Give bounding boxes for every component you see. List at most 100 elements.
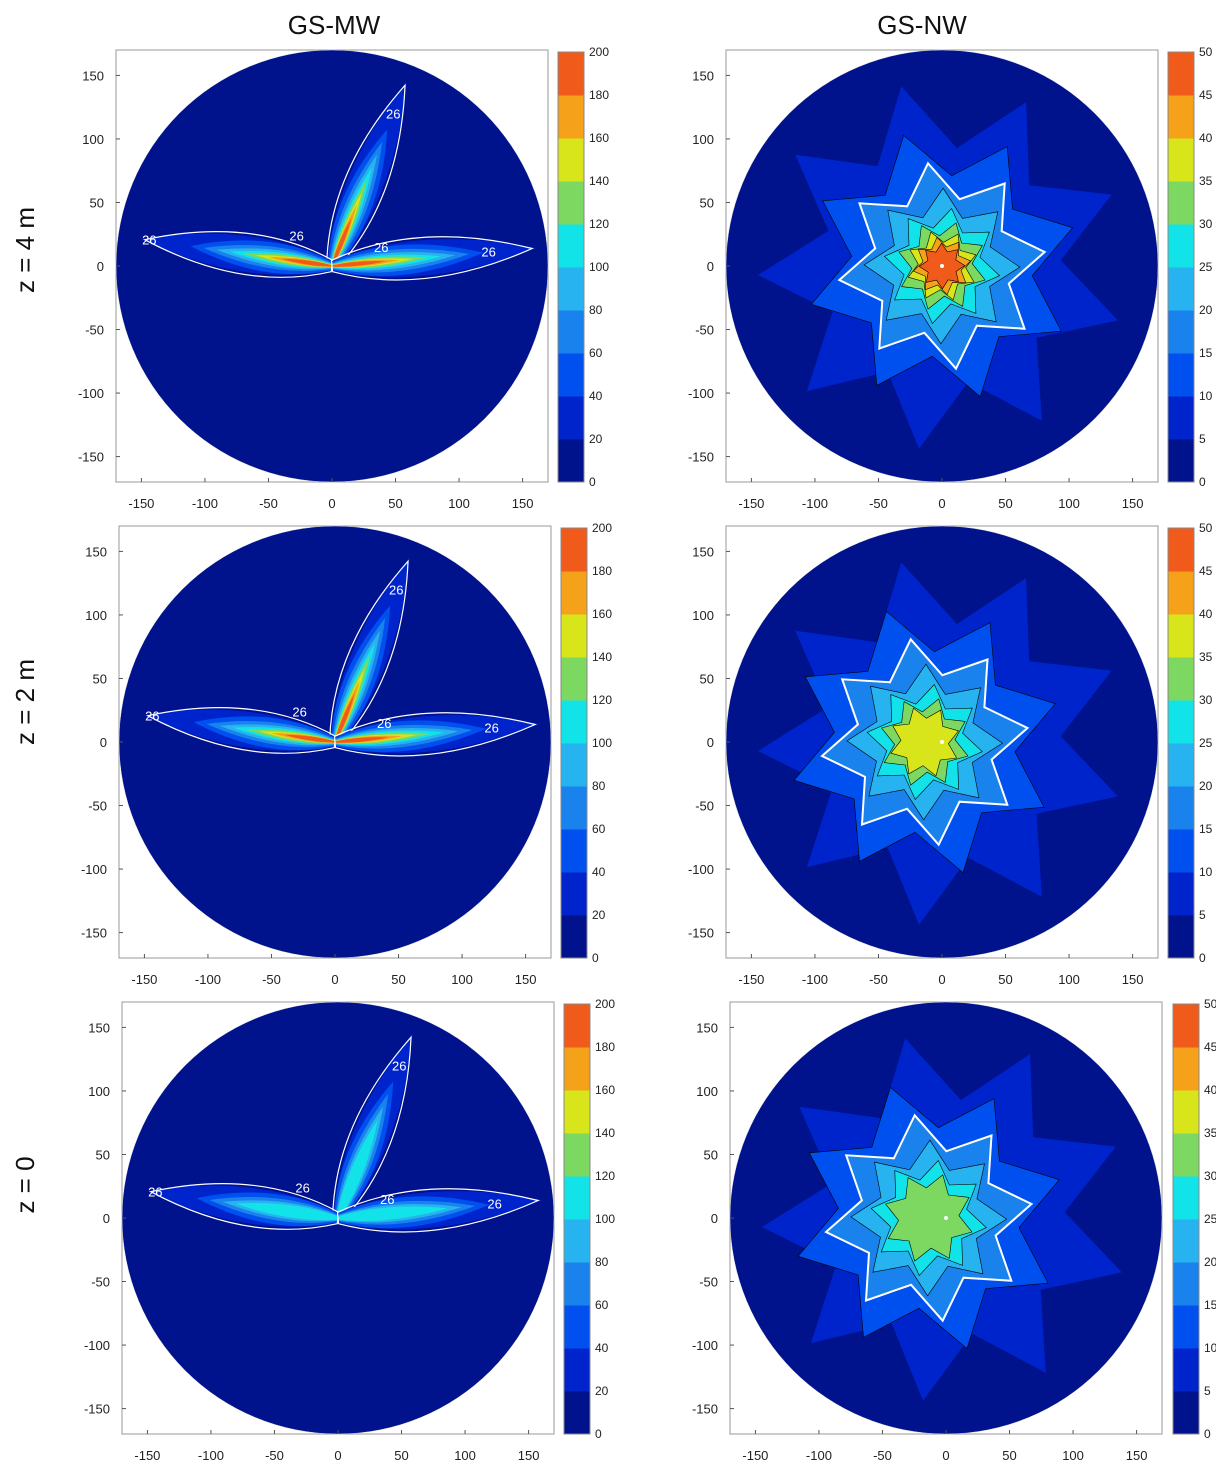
y-tick-label: -50 xyxy=(699,1275,718,1290)
column-title-gs-nw: GS-NW xyxy=(877,10,967,40)
colorbar-tick-label: 40 xyxy=(1199,131,1213,145)
colorbar-tick-label: 40 xyxy=(1199,607,1213,621)
panel-4: -150 -100 -50 0 50 100 150150100500-50-100-150… xyxy=(688,521,1213,987)
x-tick-label: 0 xyxy=(331,972,338,987)
colorbar-tick-label: 120 xyxy=(595,1169,615,1183)
contour-label-3: 26 xyxy=(481,244,495,259)
colorbar-tick-label: 140 xyxy=(592,650,612,664)
colorbar-segment xyxy=(1168,310,1194,354)
panel-6: -150 -100 -50 0 50 100 150150100500-50-100-150… xyxy=(692,997,1216,1462)
colorbar-tick-label: 0 xyxy=(1199,951,1206,965)
colorbar-segment xyxy=(1168,829,1194,873)
x-tick-label: 50 xyxy=(998,496,1012,511)
colorbar-tick-label: 120 xyxy=(592,693,612,707)
colorbar-segment xyxy=(561,829,587,873)
contour-label-1: 26 xyxy=(389,582,403,597)
colorbar-segment xyxy=(558,353,584,397)
colorbar-segment xyxy=(561,614,587,658)
y-tick-label: 150 xyxy=(85,544,107,559)
colorbar-tick-label: 30 xyxy=(1199,217,1213,231)
y-tick-label: 50 xyxy=(90,195,104,210)
colorbar-segment xyxy=(1173,1219,1199,1263)
row-label-z2: z = 2 m xyxy=(10,659,40,745)
x-tick-label: 100 xyxy=(1058,496,1080,511)
x-tick-label: -50 xyxy=(873,1448,892,1462)
x-tick-label: 50 xyxy=(1002,1448,1016,1462)
colorbar-segment xyxy=(1168,224,1194,268)
contour-label-1: 26 xyxy=(386,106,400,121)
plume-arm-3-level-9 xyxy=(331,261,386,267)
colorbar-tick-label: 20 xyxy=(595,1384,609,1398)
contour-label-3: 26 xyxy=(484,720,498,735)
colorbar-tick-label: 15 xyxy=(1199,822,1213,836)
contour-label-3: 26 xyxy=(487,1196,501,1211)
x-tick-label: -100 xyxy=(802,972,828,987)
x-tick-label: -100 xyxy=(195,972,221,987)
x-tick-label: -100 xyxy=(806,1448,832,1462)
y-tick-label: 100 xyxy=(85,608,107,623)
colorbar-segment xyxy=(1173,1391,1199,1435)
column-title-gs-mw: GS-MW xyxy=(288,10,381,40)
x-tick-label: 150 xyxy=(518,1448,540,1462)
plume-arm-1-level-5 xyxy=(336,1119,378,1219)
colorbar-segment xyxy=(561,528,587,572)
y-tick-label: -50 xyxy=(91,1275,110,1290)
colorbar-segment xyxy=(1168,52,1194,96)
y-tick-label: -100 xyxy=(78,386,104,401)
colorbar-segment xyxy=(1168,439,1194,483)
colorbar-segment xyxy=(564,1047,590,1091)
colorbar-segment xyxy=(564,1176,590,1220)
colorbar-tick-label: 180 xyxy=(589,88,609,102)
contour-26-arm-1 xyxy=(326,83,406,269)
colorbar-segment xyxy=(1168,614,1194,658)
y-tick-label: -100 xyxy=(84,1338,110,1353)
colorbar-segment xyxy=(558,310,584,354)
x-tick-label: 100 xyxy=(451,972,473,987)
region-level-6 xyxy=(885,1174,973,1262)
x-tick-label: -50 xyxy=(262,972,281,987)
colorbar-tick-label: 20 xyxy=(1199,303,1213,317)
colorbar-tick-label: 35 xyxy=(1199,174,1213,188)
contour-label-4: 26 xyxy=(377,716,391,731)
colorbar-1: 0 20 40 60 80 100 120 140 160 180 200 xyxy=(557,45,609,489)
colorbar-segment xyxy=(1168,181,1194,225)
colorbar-segment xyxy=(1168,700,1194,744)
x-tick-label: 150 xyxy=(1122,496,1144,511)
colorbar-segment xyxy=(1168,872,1194,916)
x-tick-label: 50 xyxy=(391,972,405,987)
colorbar-tick-label: 40 xyxy=(589,389,603,403)
colorbar-tick-label: 0 xyxy=(589,475,596,489)
colorbar-tick-label: 60 xyxy=(589,346,603,360)
colorbar-tick-label: 15 xyxy=(1204,1298,1216,1312)
x-tick-label: 100 xyxy=(454,1448,476,1462)
colorbar-3: 0 20 40 60 80 100 120 140 160 180 200 xyxy=(560,521,612,965)
colorbar-segment xyxy=(561,872,587,916)
colorbar-tick-label: 160 xyxy=(592,607,612,621)
y-tick-label: 0 xyxy=(103,1211,110,1226)
plume-arm-3-level-5 xyxy=(337,1206,448,1222)
x-tick-label: -50 xyxy=(265,1448,284,1462)
x-tick-label: -150 xyxy=(738,496,764,511)
colorbar-tick-label: 15 xyxy=(1199,346,1213,360)
y-tick-label: 0 xyxy=(707,735,714,750)
colorbar-tick-label: 20 xyxy=(1204,1255,1216,1269)
colorbar-segment xyxy=(558,439,584,483)
colorbar-tick-label: 160 xyxy=(595,1083,615,1097)
colorbar-segment xyxy=(561,657,587,701)
x-tick-label: 50 xyxy=(998,972,1012,987)
colorbar-segment xyxy=(1168,267,1194,311)
colorbar-tick-label: 45 xyxy=(1204,1040,1216,1054)
x-tick-label: 0 xyxy=(334,1448,341,1462)
colorbar-tick-label: 200 xyxy=(595,997,615,1011)
contour-26-arm-2 xyxy=(146,707,337,754)
contour-label-4: 26 xyxy=(380,1192,394,1207)
y-tick-label: -50 xyxy=(695,323,714,338)
x-tick-label: -50 xyxy=(869,972,888,987)
y-tick-label: -150 xyxy=(84,1402,110,1417)
y-tick-label: -50 xyxy=(695,799,714,814)
x-tick-label: -150 xyxy=(738,972,764,987)
colorbar-segment xyxy=(564,1305,590,1349)
colorbar-tick-label: 5 xyxy=(1204,1384,1211,1398)
colorbar-tick-label: 20 xyxy=(1199,779,1213,793)
